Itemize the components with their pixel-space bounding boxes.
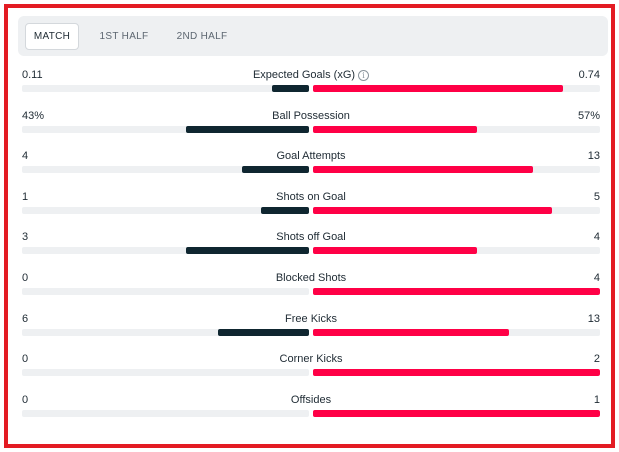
home-bar-track bbox=[22, 328, 309, 336]
home-value: 43% bbox=[22, 109, 45, 122]
away-value: 13 bbox=[587, 312, 600, 325]
stat-label-text: Ball Possession bbox=[272, 109, 350, 122]
stat-label: Ball Possession bbox=[22, 109, 600, 123]
away-bar-track bbox=[313, 409, 600, 417]
away-bar-track bbox=[313, 369, 600, 377]
home-value: 0 bbox=[22, 393, 29, 406]
away-bar-track bbox=[313, 288, 600, 295]
away-bar-track bbox=[313, 328, 600, 336]
away-bar-track bbox=[313, 166, 600, 174]
home-bar bbox=[261, 206, 309, 214]
home-value: 4 bbox=[22, 150, 29, 163]
stat-row: 0 Offsides 1 bbox=[22, 393, 600, 423]
away-bar bbox=[313, 247, 477, 255]
stat-label-text: Corner Kicks bbox=[279, 353, 343, 366]
stat-row: 6 Free Kicks 13 bbox=[22, 312, 600, 342]
home-value: 0 bbox=[22, 272, 29, 284]
stat-label-text: Expected Goals (xG) bbox=[252, 69, 356, 81]
away-value: 4 bbox=[593, 231, 600, 244]
stats-panel: MATCH 1ST HALF 2ND HALF 0.11 Expected Goa… bbox=[4, 4, 615, 448]
away-bar bbox=[313, 125, 477, 133]
stat-label: Shots on Goal bbox=[22, 190, 600, 204]
stat-label-text: Shots off Goal bbox=[276, 231, 346, 244]
stat-row: 0 Corner Kicks 2 bbox=[22, 352, 600, 382]
home-bar-track bbox=[22, 409, 309, 417]
stat-row: 1 Shots on Goal 5 bbox=[22, 190, 600, 220]
away-bar-track bbox=[313, 247, 600, 255]
away-value: 5 bbox=[593, 190, 600, 203]
period-tabs: MATCH 1ST HALF 2ND HALF bbox=[18, 16, 608, 56]
stat-label: Shots off Goal bbox=[22, 230, 600, 244]
stat-label: Goal Attempts bbox=[22, 149, 600, 163]
away-value: 2 bbox=[593, 353, 600, 366]
home-bar bbox=[218, 328, 309, 336]
home-value: 3 bbox=[22, 231, 29, 244]
home-bar-track bbox=[22, 125, 309, 133]
home-bar bbox=[241, 166, 309, 174]
away-bar bbox=[313, 85, 563, 92]
stat-label-text: Blocked Shots bbox=[275, 272, 347, 284]
away-value: 0.74 bbox=[578, 69, 600, 81]
away-value: 4 bbox=[593, 272, 600, 284]
stat-label-text: Goal Attempts bbox=[276, 150, 346, 163]
home-value: 0 bbox=[22, 353, 29, 366]
home-value: 6 bbox=[22, 312, 29, 325]
stat-label: Expected Goals (xG) i bbox=[22, 68, 600, 82]
home-bar bbox=[185, 247, 309, 255]
away-bar bbox=[313, 206, 553, 214]
away-value: 57% bbox=[577, 109, 600, 122]
away-value: 1 bbox=[593, 393, 600, 406]
home-value: 1 bbox=[22, 190, 29, 203]
stat-label-text: Free Kicks bbox=[285, 312, 337, 325]
stat-label-text: Offsides bbox=[290, 393, 332, 406]
away-bar bbox=[313, 288, 600, 295]
home-bar bbox=[271, 85, 309, 92]
home-bar-track bbox=[22, 206, 309, 214]
tab-2nd-half[interactable]: 2ND HALF bbox=[176, 31, 228, 42]
home-bar-track bbox=[22, 288, 309, 295]
away-bar bbox=[313, 328, 510, 336]
home-bar bbox=[185, 125, 309, 133]
stat-row: 3 Shots off Goal 4 bbox=[22, 230, 600, 260]
stat-row: 0 Blocked Shots 4 bbox=[22, 271, 600, 301]
away-bar-track bbox=[313, 125, 600, 133]
tab-1st-half[interactable]: 1ST HALF bbox=[99, 31, 149, 42]
away-bar bbox=[313, 369, 600, 377]
stat-label: Offsides bbox=[22, 393, 600, 407]
away-bar bbox=[313, 166, 533, 174]
info-icon[interactable]: i bbox=[358, 70, 370, 81]
home-bar-track bbox=[22, 247, 309, 255]
away-bar-track bbox=[313, 85, 600, 92]
home-bar-track bbox=[22, 369, 309, 377]
home-bar-track bbox=[22, 166, 309, 174]
away-value: 13 bbox=[587, 150, 600, 163]
stat-label: Free Kicks bbox=[22, 312, 600, 326]
home-bar-track bbox=[22, 85, 309, 92]
home-value: 0.11 bbox=[22, 69, 43, 81]
away-bar bbox=[313, 409, 600, 417]
stat-label: Blocked Shots bbox=[22, 271, 600, 285]
stat-row: 0.11 Expected Goals (xG) i 0.74 bbox=[22, 68, 600, 98]
away-bar-track bbox=[313, 206, 600, 214]
tab-match[interactable]: MATCH bbox=[25, 23, 79, 50]
stat-row: 4 Goal Attempts 13 bbox=[22, 149, 600, 179]
stat-label-text: Shots on Goal bbox=[276, 190, 346, 203]
stat-row: 43% Ball Possession 57% bbox=[22, 109, 600, 139]
stat-label: Corner Kicks bbox=[22, 352, 600, 366]
